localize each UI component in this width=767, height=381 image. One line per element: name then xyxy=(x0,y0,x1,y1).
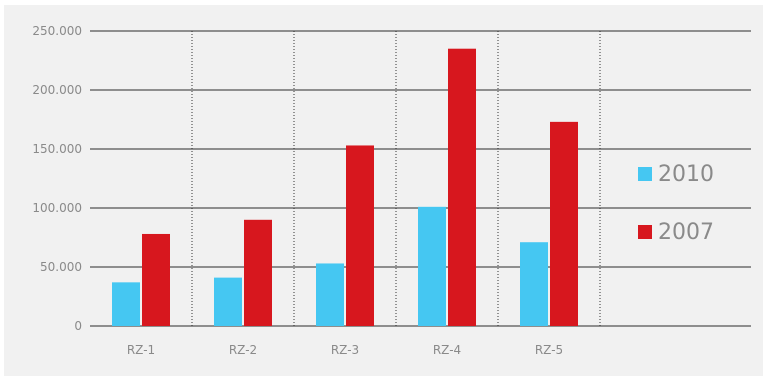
x-tick-label: RZ-4 xyxy=(433,343,461,357)
bar-2010-RZ-2 xyxy=(214,277,242,326)
bar-2007-RZ-4 xyxy=(448,48,476,326)
bar-2007-RZ-3 xyxy=(346,145,374,326)
legend-label-2007: 2007 xyxy=(658,220,714,245)
y-tick-label: 250.000 xyxy=(32,24,82,38)
y-tick-label: 200.000 xyxy=(32,83,82,97)
legend-label-2010: 2010 xyxy=(658,162,714,187)
bar-chart: 0 50.000 100.000 150.000 200.000 250.000 RZ-1 R… xyxy=(4,5,763,376)
bar-2010-RZ-4 xyxy=(418,206,446,326)
y-tick-label: 0 xyxy=(74,319,82,333)
x-tick-label: RZ-5 xyxy=(535,343,563,357)
x-tick-label: RZ-1 xyxy=(127,343,155,357)
x-tick-label: RZ-3 xyxy=(331,343,359,357)
y-tick-label: 150.000 xyxy=(32,142,82,156)
bar-2007-RZ-5 xyxy=(550,121,578,326)
legend-swatch-2010 xyxy=(638,167,652,181)
y-tick-label: 100.000 xyxy=(32,201,82,215)
bar-2010-RZ-3 xyxy=(316,263,344,326)
chart-canvas: 0 50.000 100.000 150.000 200.000 250.000 RZ-1 R… xyxy=(32,24,751,357)
x-tick-label: RZ-2 xyxy=(229,343,257,357)
legend-swatch-2007 xyxy=(638,225,652,239)
bar-2007-RZ-1 xyxy=(142,233,170,326)
bar-2010-RZ-1 xyxy=(112,282,140,326)
bar-2010-RZ-5 xyxy=(520,242,548,326)
y-tick-label: 50.000 xyxy=(40,260,82,274)
bar-2007-RZ-2 xyxy=(244,219,272,326)
